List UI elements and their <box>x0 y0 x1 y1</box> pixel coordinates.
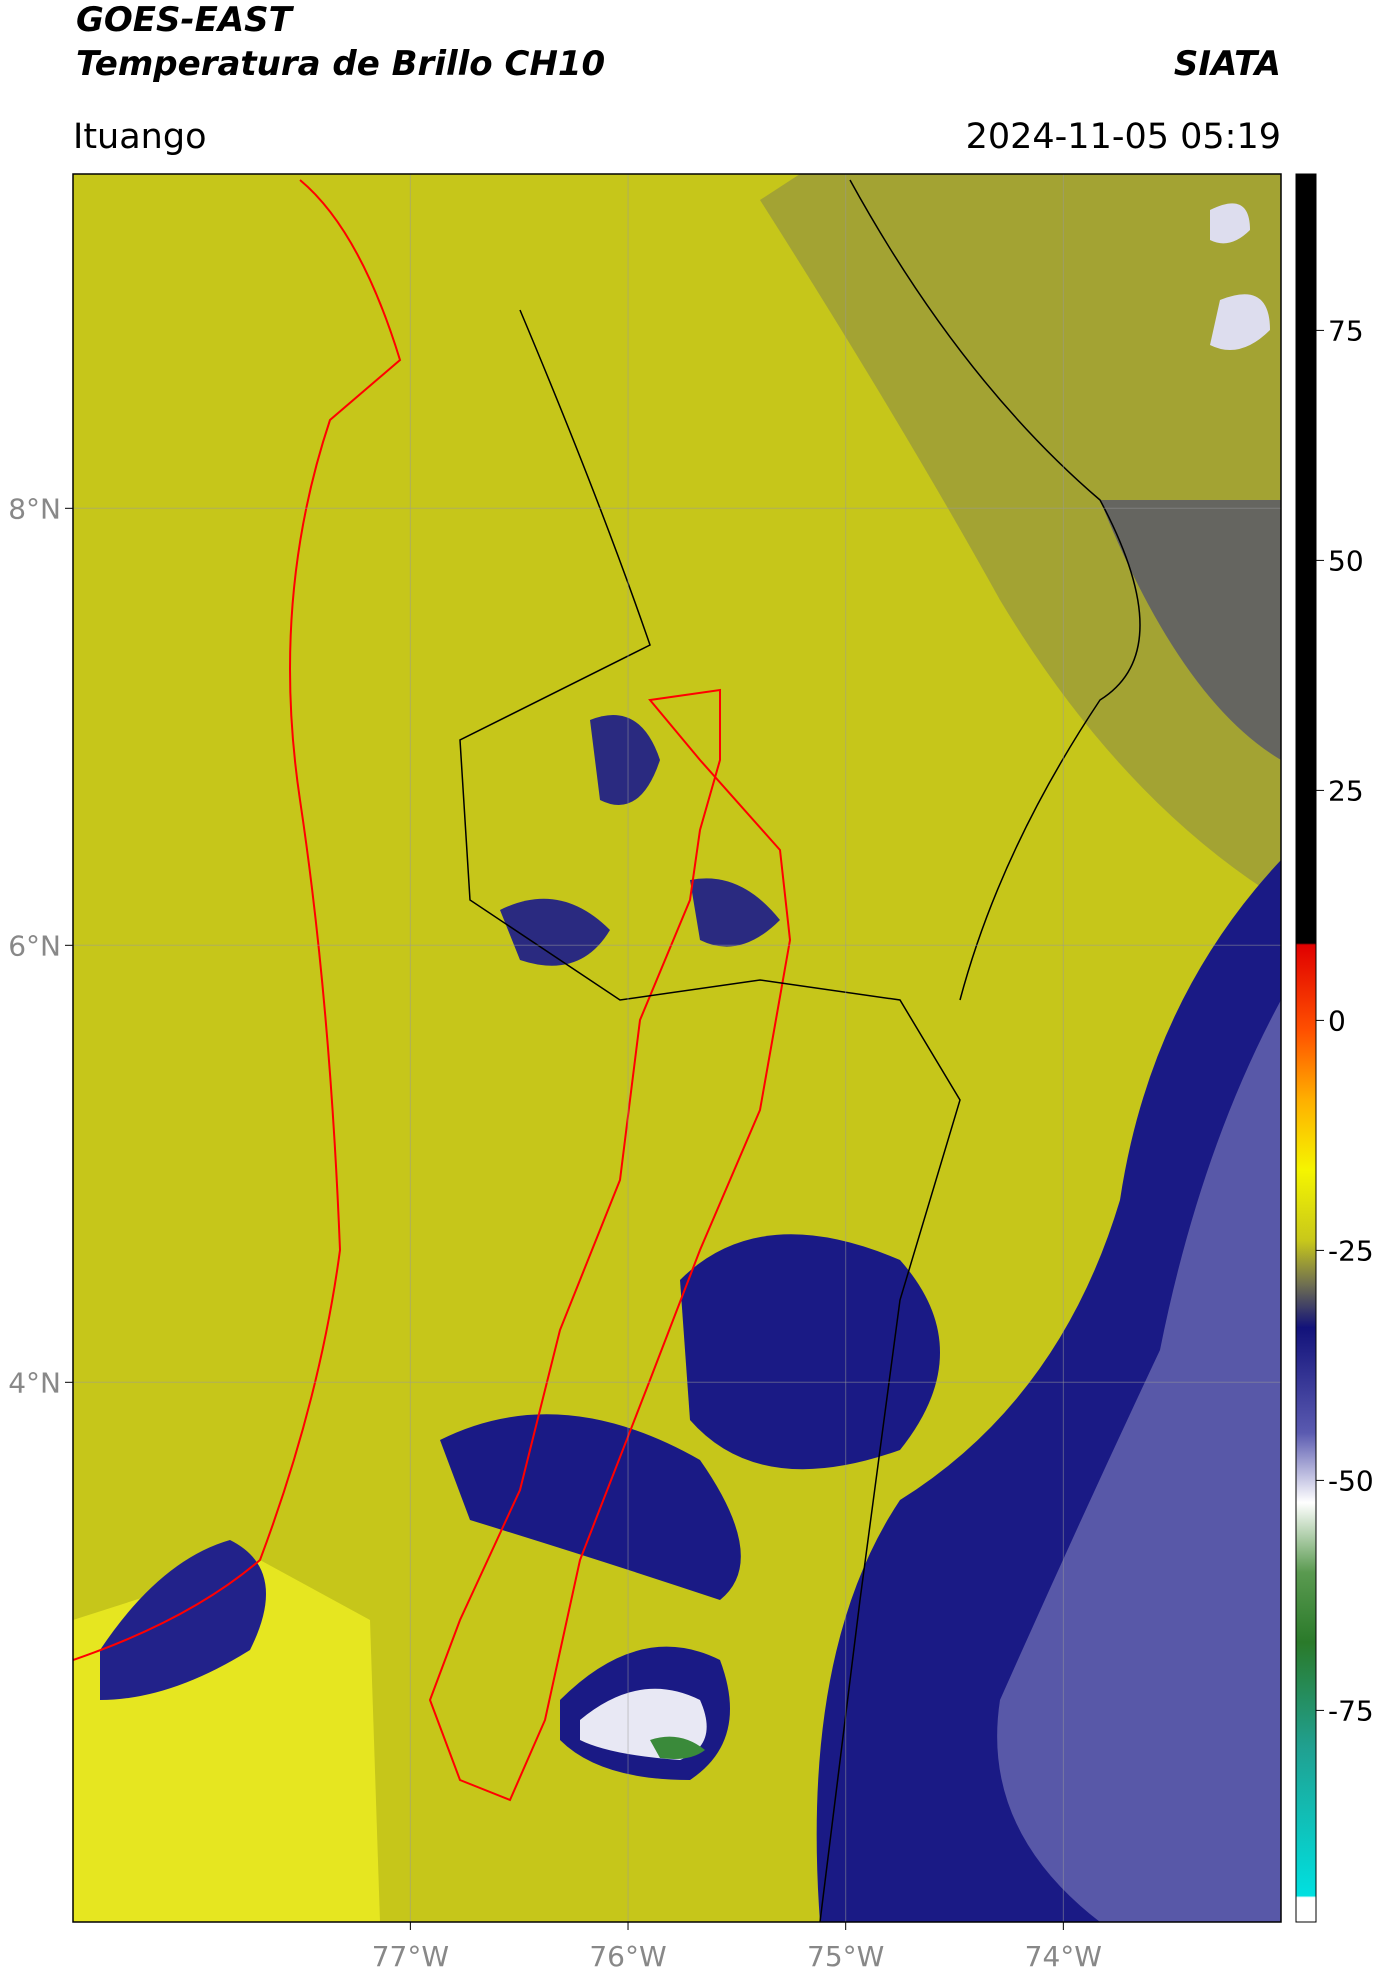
colorbar <box>1295 173 1317 1923</box>
y-tick-label: 6°N <box>8 929 61 962</box>
colorbar-tick-label: -75 <box>1328 1694 1374 1727</box>
colorbar-tick-label: 25 <box>1328 774 1364 807</box>
y-tick-label: 8°N <box>8 492 61 525</box>
x-tick-label: 76°W <box>589 1940 666 1973</box>
colorbar-tick-label: 50 <box>1328 544 1364 577</box>
product: Temperatura de Brillo CH10 <box>76 44 605 84</box>
region: Ituango <box>73 117 207 157</box>
agency: SIATA <box>1174 44 1281 84</box>
colorbar-tick-label: -50 <box>1328 1464 1374 1497</box>
x-tick-label: 77°W <box>372 1940 449 1973</box>
colorbar-tick-label: -25 <box>1328 1234 1374 1267</box>
timestamp: 2024-11-05 05:19 <box>966 117 1281 157</box>
colorbar-tick-label: 75 <box>1328 314 1364 347</box>
x-tick-label: 75°W <box>807 1940 884 1973</box>
colorbar-tick-label: 0 <box>1328 1004 1346 1037</box>
map-frame <box>72 173 1282 1923</box>
title: GOES-EAST <box>76 0 295 40</box>
satellite-image <box>73 174 1281 1922</box>
y-tick-label: 4°N <box>8 1366 61 1399</box>
x-tick-label: 74°W <box>1025 1940 1102 1973</box>
